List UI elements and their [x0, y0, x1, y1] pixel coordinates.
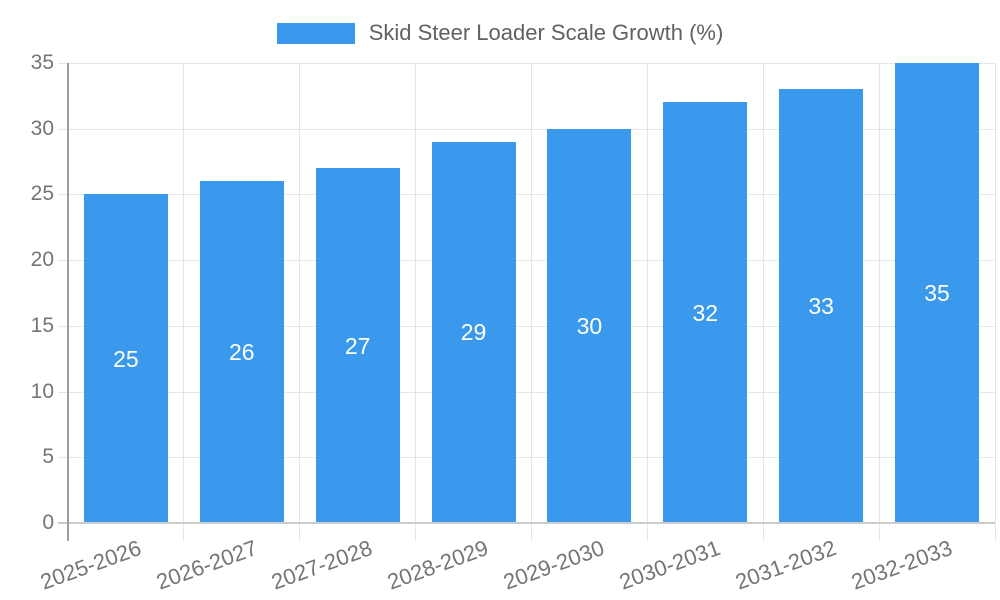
- y-axis-line: [67, 63, 69, 541]
- x-tick-label: 2026-2027: [152, 535, 261, 595]
- legend[interactable]: Skid Steer Loader Scale Growth (%): [0, 20, 1000, 46]
- bar[interactable]: [547, 128, 632, 523]
- bar-value-label: 30: [576, 312, 603, 339]
- gridline-vertical: [646, 63, 648, 541]
- gridline-horizontal: [58, 391, 995, 393]
- y-tick-label: 15: [30, 313, 54, 337]
- gridline-vertical: [878, 63, 880, 541]
- bar-value-label: 35: [924, 280, 950, 306]
- bar-value-label: 32: [692, 299, 719, 326]
- y-tick-label: 35: [30, 51, 54, 74]
- x-tick-label: 2031-2032: [731, 535, 840, 595]
- y-tick-label: 30: [30, 116, 54, 140]
- y-tick-label: 5: [42, 445, 54, 469]
- bar-value-label: 29: [460, 319, 487, 346]
- gridline-vertical: [299, 63, 301, 541]
- bar[interactable]: [663, 102, 748, 523]
- bar[interactable]: [895, 63, 980, 523]
- gridline-horizontal: [58, 63, 995, 64]
- bar-value-label: 26: [229, 339, 255, 366]
- gridline-horizontal: [58, 260, 995, 262]
- y-tick-label: 20: [30, 248, 54, 272]
- gridline-horizontal: [58, 457, 995, 459]
- bar[interactable]: [431, 141, 516, 523]
- legend-label: Skid Steer Loader Scale Growth (%): [368, 20, 724, 45]
- gridline-vertical: [994, 63, 996, 541]
- x-tick-label: 2030-2031: [616, 535, 724, 595]
- x-tick-label: 2028-2029: [384, 535, 492, 595]
- x-tick-label: 2029-2030: [500, 535, 608, 595]
- x-tick-label: 2025-2026: [36, 535, 145, 595]
- y-tick-label: 10: [30, 379, 54, 403]
- bar[interactable]: [199, 181, 284, 523]
- gridline-vertical: [531, 63, 532, 541]
- x-tick-label: 2032-2033: [847, 535, 956, 595]
- gridline-vertical: [762, 63, 764, 541]
- bar[interactable]: [83, 194, 168, 523]
- gridline-horizontal: [58, 128, 995, 130]
- gridline-horizontal: [58, 325, 995, 327]
- gridline-vertical: [183, 63, 185, 541]
- bar-value-label: 33: [808, 293, 834, 320]
- x-axis-line: [58, 522, 995, 524]
- y-tick-label: 0: [42, 511, 54, 534]
- bar[interactable]: [779, 89, 864, 523]
- bar-value-label: 27: [344, 332, 371, 359]
- bar[interactable]: [315, 168, 400, 523]
- gridline-vertical: [415, 63, 417, 541]
- y-tick-label: 25: [30, 182, 54, 206]
- x-tick-label: 2027-2028: [268, 535, 376, 595]
- legend-swatch-icon: [276, 22, 355, 44]
- bar-value-label: 25: [113, 345, 139, 372]
- gridline-horizontal: [58, 194, 995, 196]
